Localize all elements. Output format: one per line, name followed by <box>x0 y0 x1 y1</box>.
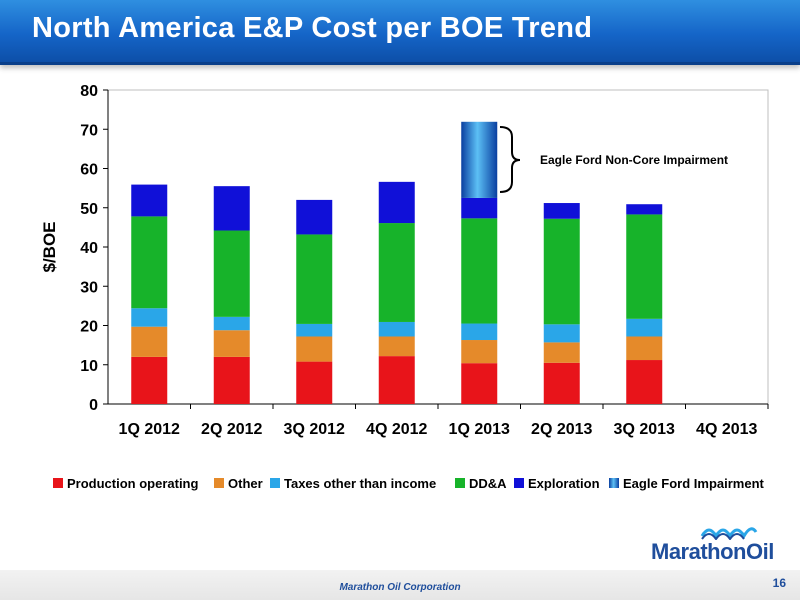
y-tick-label: 30 <box>80 279 98 296</box>
x-tick-label: 1Q 2013 <box>449 421 510 438</box>
legend-swatch <box>214 478 224 488</box>
bar-segment <box>626 214 663 319</box>
page-title: North America E&P Cost per BOE Trend <box>32 12 593 44</box>
y-tick-label: 70 <box>80 122 98 139</box>
company-logo: MarathonOil <box>651 539 774 564</box>
wave-icon <box>700 524 758 545</box>
legend-label: DD&A <box>469 476 507 491</box>
plot-area <box>107 89 769 405</box>
legend-label: Other <box>228 476 263 491</box>
legend-label: Production operating <box>67 476 199 491</box>
bar-segment <box>131 356 168 404</box>
bar-segment <box>378 336 415 357</box>
legend-label: Exploration <box>528 476 600 491</box>
y-tick-label: 20 <box>80 319 98 336</box>
bar-segment <box>461 197 498 219</box>
bar-segment <box>213 330 250 357</box>
footer-company: Marathon Oil Corporation <box>339 582 461 593</box>
y-tick-label: 10 <box>80 358 98 375</box>
bar-segment <box>461 218 498 324</box>
legend-swatch <box>609 478 619 488</box>
bar-segment <box>378 321 415 337</box>
bar-segment <box>543 324 580 343</box>
bar-segment <box>461 121 498 198</box>
annotation-label: Eagle Ford Non-Core Impairment <box>540 153 728 167</box>
title-bar: North America E&P Cost per BOE Trend <box>0 0 800 65</box>
bar-segment <box>131 184 168 217</box>
bar-segment <box>461 363 498 404</box>
legend-swatch <box>514 478 524 488</box>
legend-swatch <box>455 478 465 488</box>
annotation-brace <box>499 126 521 193</box>
bar-segment <box>543 342 580 363</box>
bar-segment <box>626 360 663 404</box>
bar-segment <box>378 181 415 224</box>
x-tick-label: 3Q 2013 <box>614 421 675 438</box>
x-tick-label: 2Q 2012 <box>201 421 262 438</box>
x-tick-label: 2Q 2013 <box>531 421 592 438</box>
stacked-bar-chart: 0 10 20 30 40 50 60 70 80 1Q 2012 2Q 2012 3Q 2012 4Q… <box>40 83 769 491</box>
bar-segment <box>213 186 250 231</box>
bar-segment <box>378 356 415 404</box>
x-tick-label: 4Q 2012 <box>366 421 427 438</box>
bar-segment <box>626 204 663 215</box>
legend-label: Eagle Ford Impairment <box>623 476 765 491</box>
y-axis-label: $/BOE <box>40 221 59 272</box>
bar-segment <box>296 336 333 362</box>
footer-bar <box>0 570 800 600</box>
bar-segment <box>213 230 250 317</box>
bar-segment <box>131 326 168 357</box>
legend-swatch <box>270 478 280 488</box>
bar-segment <box>131 308 168 327</box>
bar-segment <box>626 318 663 337</box>
bar-segment <box>213 316 250 331</box>
bar-segment <box>131 216 168 309</box>
page-number: 16 <box>772 576 786 590</box>
bar-segment <box>543 218 580 325</box>
bar-segment <box>296 199 333 235</box>
bar-segment <box>543 362 580 404</box>
y-tick-label: 60 <box>80 162 98 179</box>
legend-label: Taxes other than income <box>284 476 436 491</box>
chart-legend: Production operating Other Taxes other tha… <box>53 476 765 491</box>
bar-segment <box>213 356 250 404</box>
bar-segment <box>378 223 415 322</box>
x-tick-label: 4Q 2013 <box>696 421 757 438</box>
bar-segment <box>461 340 498 364</box>
bar-segment <box>461 323 498 341</box>
y-tick-label: 0 <box>89 397 98 414</box>
bar-segment <box>296 323 333 337</box>
y-tick-label: 50 <box>80 201 98 218</box>
y-tick-label: 80 <box>80 83 98 100</box>
bar-segment <box>296 234 333 324</box>
x-tick-label: 1Q 2012 <box>119 421 180 438</box>
impairment-annotation: Eagle Ford Non-Core Impairment <box>499 126 728 193</box>
bar-segment <box>296 361 333 404</box>
bar-segment <box>626 336 663 361</box>
x-tick-label: 3Q 2012 <box>284 421 345 438</box>
y-tick-label: 40 <box>80 240 98 257</box>
bar-segment <box>543 203 580 219</box>
legend-swatch <box>53 478 63 488</box>
